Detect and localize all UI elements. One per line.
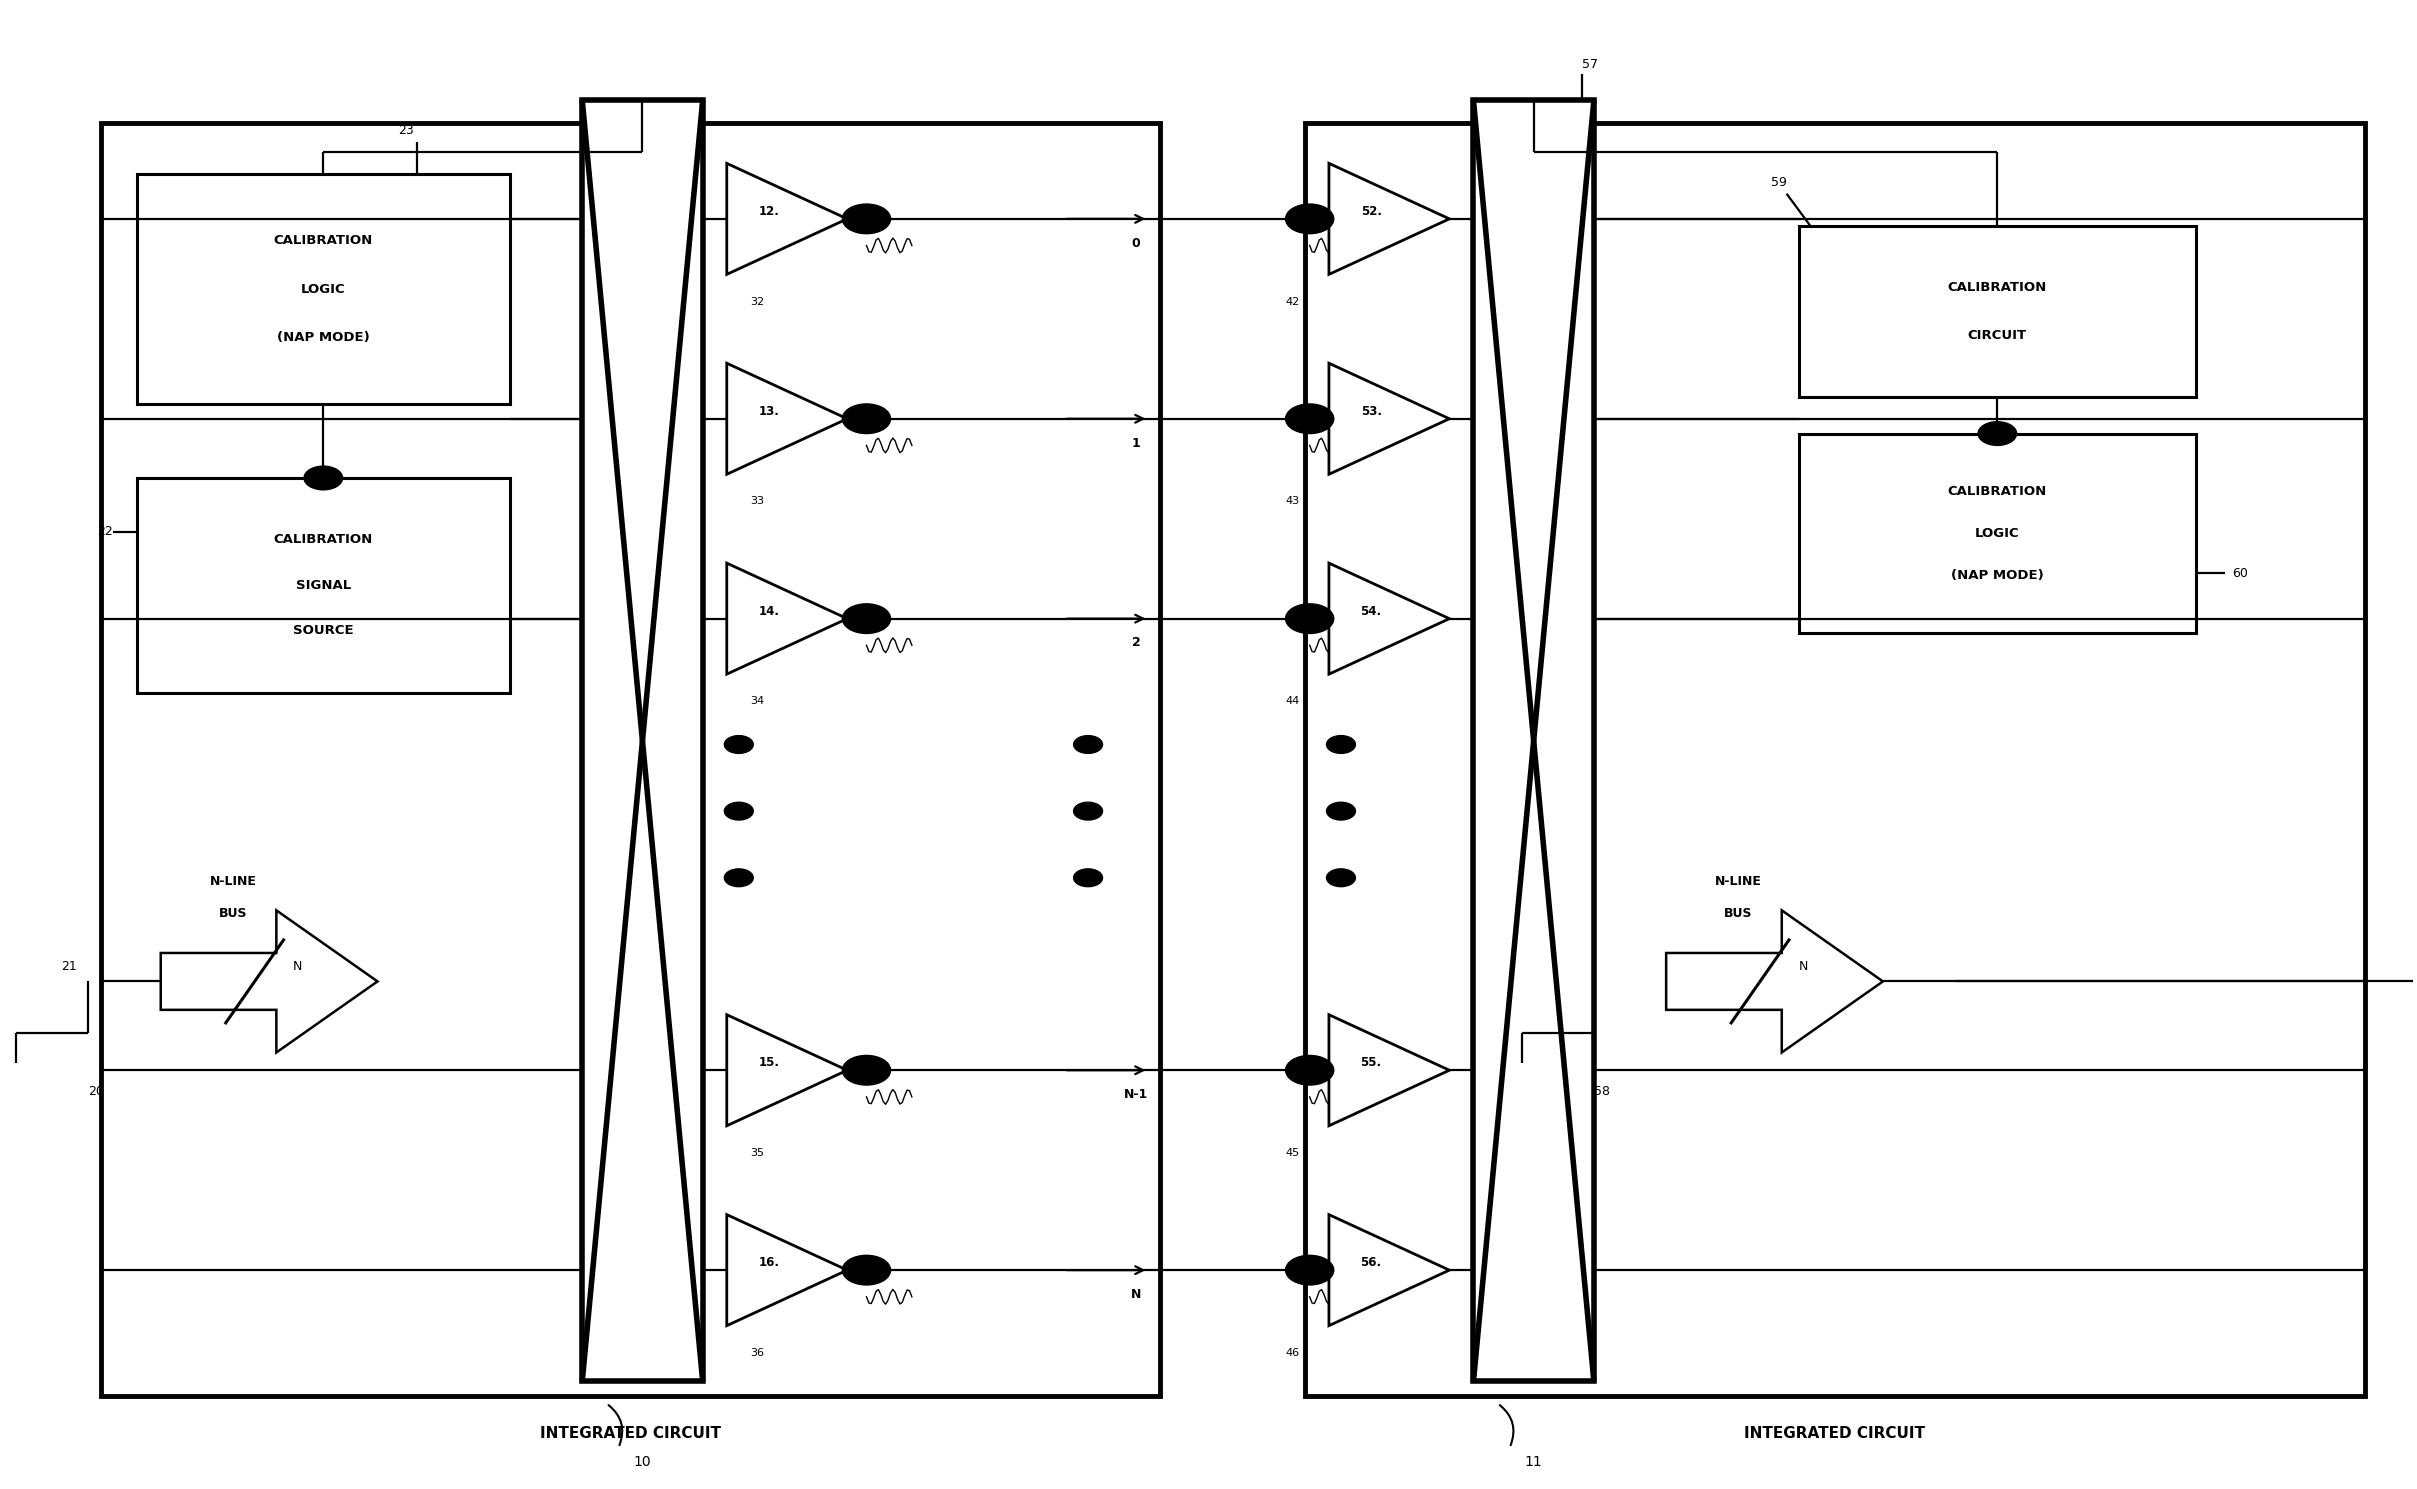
Text: CALIBRATION: CALIBRATION	[273, 234, 372, 247]
Circle shape	[1286, 605, 1334, 633]
Polygon shape	[160, 910, 377, 1053]
Circle shape	[1073, 736, 1102, 753]
Circle shape	[1073, 803, 1102, 820]
Circle shape	[725, 803, 754, 820]
Text: CALIBRATION: CALIBRATION	[1948, 281, 2047, 293]
Polygon shape	[1665, 910, 1883, 1053]
Polygon shape	[1329, 1215, 1450, 1325]
Circle shape	[1286, 404, 1334, 433]
Circle shape	[1977, 421, 2016, 445]
Circle shape	[1327, 736, 1356, 753]
Text: 57: 57	[1581, 58, 1598, 71]
Text: CIRCUIT: CIRCUIT	[1967, 329, 2028, 342]
Text: 55.: 55.	[1361, 1056, 1383, 1069]
Text: BUS: BUS	[1723, 907, 1752, 920]
Circle shape	[844, 1255, 889, 1285]
Text: 20: 20	[89, 1085, 104, 1097]
Text: 45: 45	[1286, 1148, 1300, 1158]
Text: 10: 10	[633, 1455, 650, 1470]
Text: 44: 44	[1286, 697, 1300, 706]
Polygon shape	[728, 1215, 848, 1325]
Text: 2: 2	[1131, 636, 1141, 649]
Text: 58: 58	[1593, 1085, 1610, 1097]
Circle shape	[844, 204, 889, 234]
Text: 52.: 52.	[1361, 205, 1383, 217]
Text: 22: 22	[97, 526, 114, 538]
Text: 15.: 15.	[759, 1056, 778, 1069]
Text: 1: 1	[1131, 436, 1141, 450]
Text: CALIBRATION: CALIBRATION	[1948, 484, 2047, 497]
Text: LOGIC: LOGIC	[302, 283, 346, 296]
Text: BUS: BUS	[220, 907, 247, 920]
Text: 0: 0	[1131, 237, 1141, 250]
Circle shape	[844, 605, 889, 633]
Text: 42: 42	[1286, 296, 1300, 307]
Bar	[138, 478, 510, 692]
Text: N-1: N-1	[1124, 1088, 1148, 1100]
Text: 16.: 16.	[759, 1257, 778, 1269]
Circle shape	[844, 1056, 889, 1085]
Polygon shape	[1329, 164, 1450, 274]
Text: 21: 21	[60, 960, 77, 974]
Polygon shape	[1329, 1014, 1450, 1126]
Text: (NAP MODE): (NAP MODE)	[1951, 569, 2045, 582]
Text: 23: 23	[399, 125, 413, 137]
Circle shape	[1286, 1255, 1334, 1285]
Text: 46: 46	[1286, 1348, 1300, 1358]
Text: 33: 33	[749, 496, 764, 506]
Text: 43: 43	[1286, 496, 1300, 506]
Text: LOGIC: LOGIC	[1975, 527, 2021, 541]
Text: 59: 59	[1772, 176, 1786, 189]
Polygon shape	[1329, 563, 1450, 675]
Polygon shape	[728, 363, 848, 475]
Text: SIGNAL: SIGNAL	[295, 579, 350, 591]
Circle shape	[1327, 870, 1356, 886]
Text: N: N	[1798, 960, 1808, 974]
Bar	[1798, 226, 2197, 396]
Text: N-LINE: N-LINE	[1716, 876, 1762, 887]
Circle shape	[725, 870, 754, 886]
Circle shape	[1073, 870, 1102, 886]
Text: 11: 11	[1525, 1455, 1542, 1470]
Text: 36: 36	[749, 1348, 764, 1358]
Text: 54.: 54.	[1361, 605, 1383, 618]
Polygon shape	[728, 563, 848, 675]
Text: 12.: 12.	[759, 205, 778, 217]
Text: (NAP MODE): (NAP MODE)	[278, 332, 370, 344]
Text: 56.: 56.	[1361, 1257, 1383, 1269]
Polygon shape	[1329, 363, 1450, 475]
Text: 60: 60	[2233, 567, 2248, 581]
Polygon shape	[728, 164, 848, 274]
Text: 53.: 53.	[1361, 405, 1383, 418]
Circle shape	[305, 466, 343, 490]
Text: INTEGRATED CIRCUIT: INTEGRATED CIRCUIT	[1745, 1425, 1926, 1440]
Bar	[582, 100, 703, 1382]
Text: 32: 32	[749, 296, 764, 307]
Text: 14.: 14.	[759, 605, 778, 618]
Circle shape	[725, 736, 754, 753]
Bar	[102, 122, 1160, 1397]
Text: N-LINE: N-LINE	[210, 876, 256, 887]
Circle shape	[1286, 204, 1334, 234]
Bar	[138, 174, 510, 404]
Polygon shape	[728, 1014, 848, 1126]
Text: 13.: 13.	[759, 405, 778, 418]
Text: SOURCE: SOURCE	[292, 624, 353, 637]
Text: 35: 35	[749, 1148, 764, 1158]
Text: 34: 34	[749, 697, 764, 706]
Circle shape	[1286, 1056, 1334, 1085]
Circle shape	[1327, 803, 1356, 820]
Bar	[1798, 433, 2197, 633]
Text: N: N	[1131, 1288, 1141, 1301]
Text: N: N	[292, 960, 302, 974]
Circle shape	[844, 404, 889, 433]
Text: INTEGRATED CIRCUIT: INTEGRATED CIRCUIT	[539, 1425, 720, 1440]
Bar	[1305, 122, 2364, 1397]
Text: CALIBRATION: CALIBRATION	[273, 533, 372, 546]
Bar	[1474, 100, 1593, 1382]
